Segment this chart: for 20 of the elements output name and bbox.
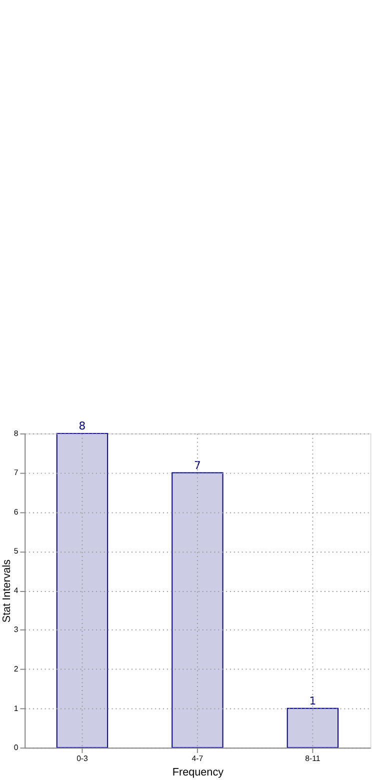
bar xyxy=(56,432,108,748)
bar xyxy=(172,472,224,748)
bar xyxy=(286,708,339,748)
x-tick-label: 0-3 xyxy=(76,754,89,763)
y-tick-label: 0 xyxy=(14,743,19,752)
data-label: 1 xyxy=(309,694,316,708)
y-tick-label: 2 xyxy=(14,664,18,674)
y-tick-label: 3 xyxy=(14,625,19,634)
y-axis-title: Stat Intervals xyxy=(0,558,13,623)
y-tick-label: 6 xyxy=(14,507,19,516)
y-tick-label: 5 xyxy=(14,546,19,556)
x-axis-title: Frequency xyxy=(172,766,224,779)
data-label: 7 xyxy=(194,458,201,472)
x-tick-label: 8-11 xyxy=(305,754,320,763)
x-tick-label: 4-7 xyxy=(192,754,204,763)
data-label: 8 xyxy=(78,419,86,432)
y-tick-label: 8 xyxy=(14,428,19,438)
y-tick-label: 7 xyxy=(14,468,18,478)
y-tick-label: 4 xyxy=(14,586,19,595)
y-tick-label: 1 xyxy=(14,704,18,713)
